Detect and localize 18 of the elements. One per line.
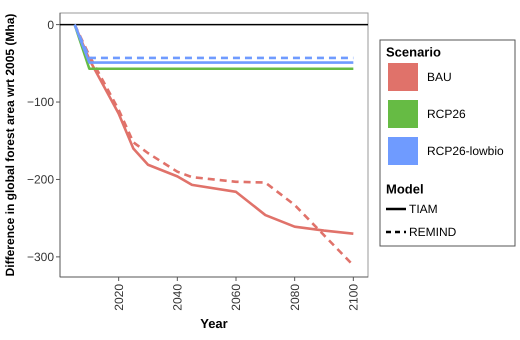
y-tick-label: −200 [26,172,54,187]
legend-label: RCP26-lowbio [427,144,504,158]
x-tick-label: 2060 [229,284,244,311]
y-tick-label: 0 [47,18,54,32]
x-tick-label: 2100 [346,284,361,311]
y-tick-label: −300 [26,250,54,264]
legend-label: BAU [427,70,452,84]
x-tick-label: 2040 [170,284,185,311]
x-axis-title: Year [200,316,228,331]
text: Scenario [386,44,441,60]
text: Model [386,181,424,196]
text: REMIND [409,225,457,240]
x-tick-label: 2020 [112,284,126,311]
y-tick-label: −100 [26,95,54,110]
legend-label: RCP26 [427,107,466,122]
text: TIAM [409,202,438,216]
x-tick-label: 2080 [288,284,302,311]
y-axis-title: Difference in global forest area wrt 2005 (Mha) [3,14,17,276]
